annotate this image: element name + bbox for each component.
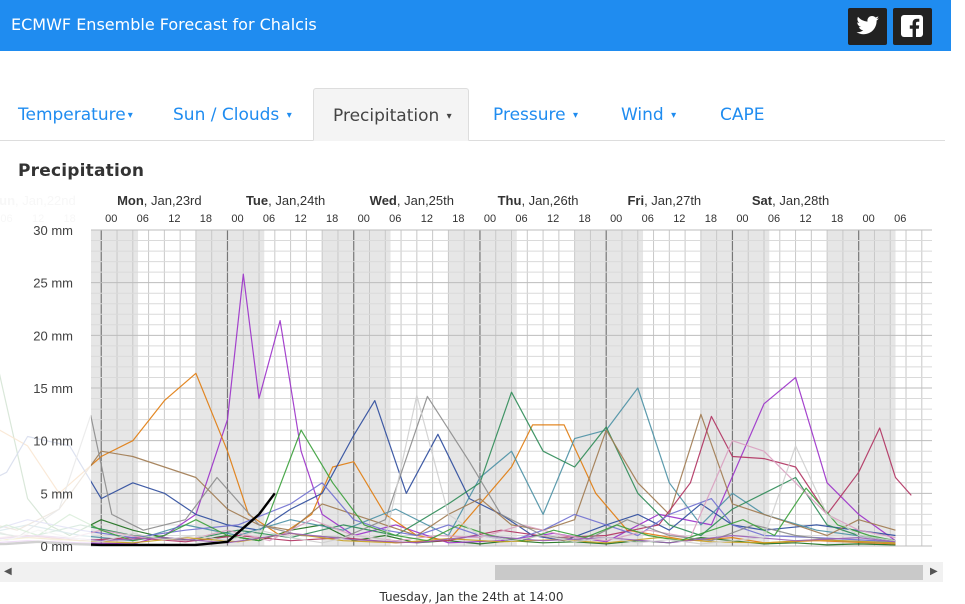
hour-tick-label: 06	[768, 213, 780, 225]
app-title: ECMWF Ensemble Forecast for Chalcis	[11, 15, 317, 34]
y-tick-label: 15 mm	[33, 381, 73, 396]
tab-cape[interactable]: CAPE	[720, 88, 765, 141]
day-label: Tue, Jan,24th	[246, 193, 325, 208]
twitter-icon	[856, 16, 879, 35]
day-label: Mon, Jan,23rd	[117, 193, 202, 208]
hour-tick-label: 18	[452, 213, 464, 225]
scroll-thumb[interactable]	[495, 565, 923, 580]
ensemble-member-line	[0, 400, 896, 542]
scroll-left-icon[interactable]: ◀	[4, 566, 12, 577]
chevron-down-icon: ▾	[671, 109, 677, 121]
facebook-icon	[901, 15, 923, 37]
ensemble-member-line	[0, 482, 896, 543]
chevron-down-icon: ▾	[127, 109, 133, 121]
hour-tick-label: 12	[168, 213, 180, 225]
day-label: Thu, Jan,26th	[498, 193, 579, 208]
twitter-button[interactable]	[848, 8, 887, 45]
y-tick-label: 25 mm	[33, 276, 73, 291]
hour-tick-label: 00	[484, 213, 496, 225]
tab-wind[interactable]: Wind ▾	[621, 88, 676, 141]
tab-label: Precipitation	[333, 106, 440, 126]
past-fade-overlay	[0, 185, 91, 560]
hour-tick-label: 06	[515, 213, 527, 225]
hour-tick-label: 12	[799, 213, 811, 225]
chevron-down-icon: ▾	[446, 110, 452, 122]
hour-tick-label: 06	[389, 213, 401, 225]
hour-tick-label: 06	[263, 213, 275, 225]
header-bar: ECMWF Ensemble Forecast for Chalcis	[0, 0, 951, 51]
horizontal-scrollbar[interactable]: ◀ ▶	[0, 562, 943, 582]
hour-tick-label: 00	[105, 213, 117, 225]
hour-tick-label: 06	[642, 213, 654, 225]
ensemble-member-line	[0, 440, 896, 542]
hour-tick-label: 12	[294, 213, 306, 225]
tab-sun-clouds[interactable]: Sun / Clouds ▾	[173, 88, 292, 141]
hour-tick-label: 12	[547, 213, 559, 225]
hour-tick-label: 12	[421, 213, 433, 225]
section-title: Precipitation	[18, 161, 145, 181]
tab-label: Sun / Clouds	[173, 105, 280, 125]
day-label: Fri, Jan,27th	[627, 193, 701, 208]
hour-tick-label: 18	[831, 213, 843, 225]
scroll-right-icon[interactable]: ▶	[930, 566, 938, 577]
tab-pressure[interactable]: Pressure ▾	[493, 88, 578, 141]
hour-tick-label: 18	[579, 213, 591, 225]
ensemble-member-line	[0, 394, 896, 545]
tab-precipitation[interactable]: Precipitation ▾	[313, 88, 469, 141]
tab-temperature[interactable]: Temperature ▾	[18, 88, 133, 141]
day-label: Wed, Jan,25th	[370, 193, 454, 208]
ensemble-member-line	[0, 387, 896, 542]
tab-label: Wind	[621, 105, 664, 125]
tab-label: CAPE	[720, 105, 765, 125]
hour-tick-label: 06	[137, 213, 149, 225]
selected-time-label: Tuesday, Jan the 24th at 14:00	[379, 590, 564, 604]
hour-tick-label: 00	[610, 213, 622, 225]
hour-tick-label: 12	[673, 213, 685, 225]
facebook-button[interactable]	[893, 8, 932, 45]
hour-tick-label: 18	[200, 213, 212, 225]
hour-tick-label: 00	[358, 213, 370, 225]
hour-tick-label: 18	[705, 213, 717, 225]
y-tick-label: 5 mm	[41, 486, 74, 501]
hour-tick-label: 06	[894, 213, 906, 225]
hour-tick-label: 18	[326, 213, 338, 225]
hour-tick-label: 00	[736, 213, 748, 225]
hour-tick-label: 00	[863, 213, 875, 225]
hour-tick-label: 00	[231, 213, 243, 225]
chevron-down-icon: ▾	[573, 109, 579, 121]
day-label: Sat, Jan,28th	[752, 193, 829, 208]
tab-label: Pressure	[493, 105, 566, 125]
ensemble-member-line	[0, 372, 896, 545]
forecast-tabs: Temperature ▾ Sun / Clouds ▾ Precipitatio…	[0, 88, 945, 141]
tab-label: Temperature	[18, 105, 126, 125]
y-tick-label: 30 mm	[33, 223, 73, 238]
chevron-down-icon: ▾	[286, 109, 292, 121]
y-tick-label: 20 mm	[33, 328, 73, 343]
y-tick-label: 0 mm	[41, 539, 74, 554]
y-tick-label: 10 mm	[33, 434, 73, 449]
ensemble-member-line	[0, 395, 896, 544]
